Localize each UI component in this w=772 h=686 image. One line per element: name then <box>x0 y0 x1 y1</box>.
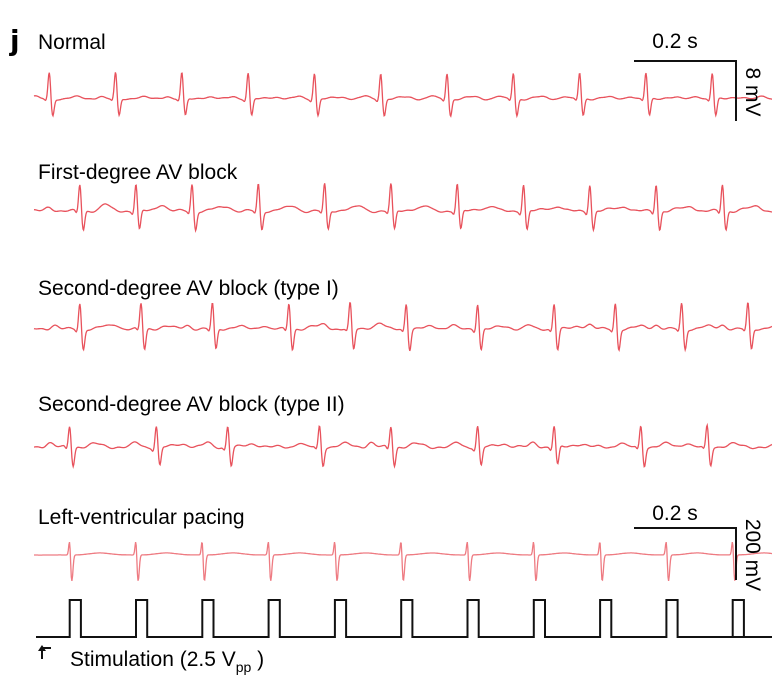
stimulation-text: Stimulation (2.5 Vpp ) <box>70 648 264 675</box>
trace-title-second-degree-type-2: Second-degree AV block (type II) <box>38 393 345 416</box>
scalebar-top: 0.2 s 8 mV <box>634 30 764 121</box>
stimulation-pulse-train <box>36 599 772 638</box>
ecg-trace-4 <box>34 422 772 469</box>
scalebar-time-label-top: 0.2 s <box>652 30 698 53</box>
scalebar-time-label-bottom: 0.2 s <box>652 502 698 525</box>
scalebar-amp-label-top: 8 mV <box>741 67 764 116</box>
scalebar-bottom: 0.2 s 200 mV <box>634 502 764 591</box>
scalebar-lines-top <box>634 60 737 121</box>
stimulation-arrow-head-icon <box>38 645 46 651</box>
trace-title-normal: Normal <box>38 31 106 54</box>
trace-title-first-degree: First-degree AV block <box>38 161 238 184</box>
stimulation-label: Stimulation (2.5 Vpp ) <box>38 645 264 675</box>
panel-letter: j <box>9 24 20 57</box>
ecg-trace-3 <box>33 302 772 353</box>
scalebar-amp-label-bottom: 200 mV <box>741 519 764 591</box>
ecg-trace-5 <box>34 541 772 582</box>
ecg-traces <box>33 72 772 638</box>
scalebar-lines-bottom <box>634 527 737 580</box>
ecg-trace-2 <box>33 183 772 234</box>
ecg-trace-1 <box>33 72 772 119</box>
trace-title-lv-pacing: Left-ventricular pacing <box>38 506 245 529</box>
trace-title-second-degree-type-1: Second-degree AV block (type I) <box>38 277 339 300</box>
